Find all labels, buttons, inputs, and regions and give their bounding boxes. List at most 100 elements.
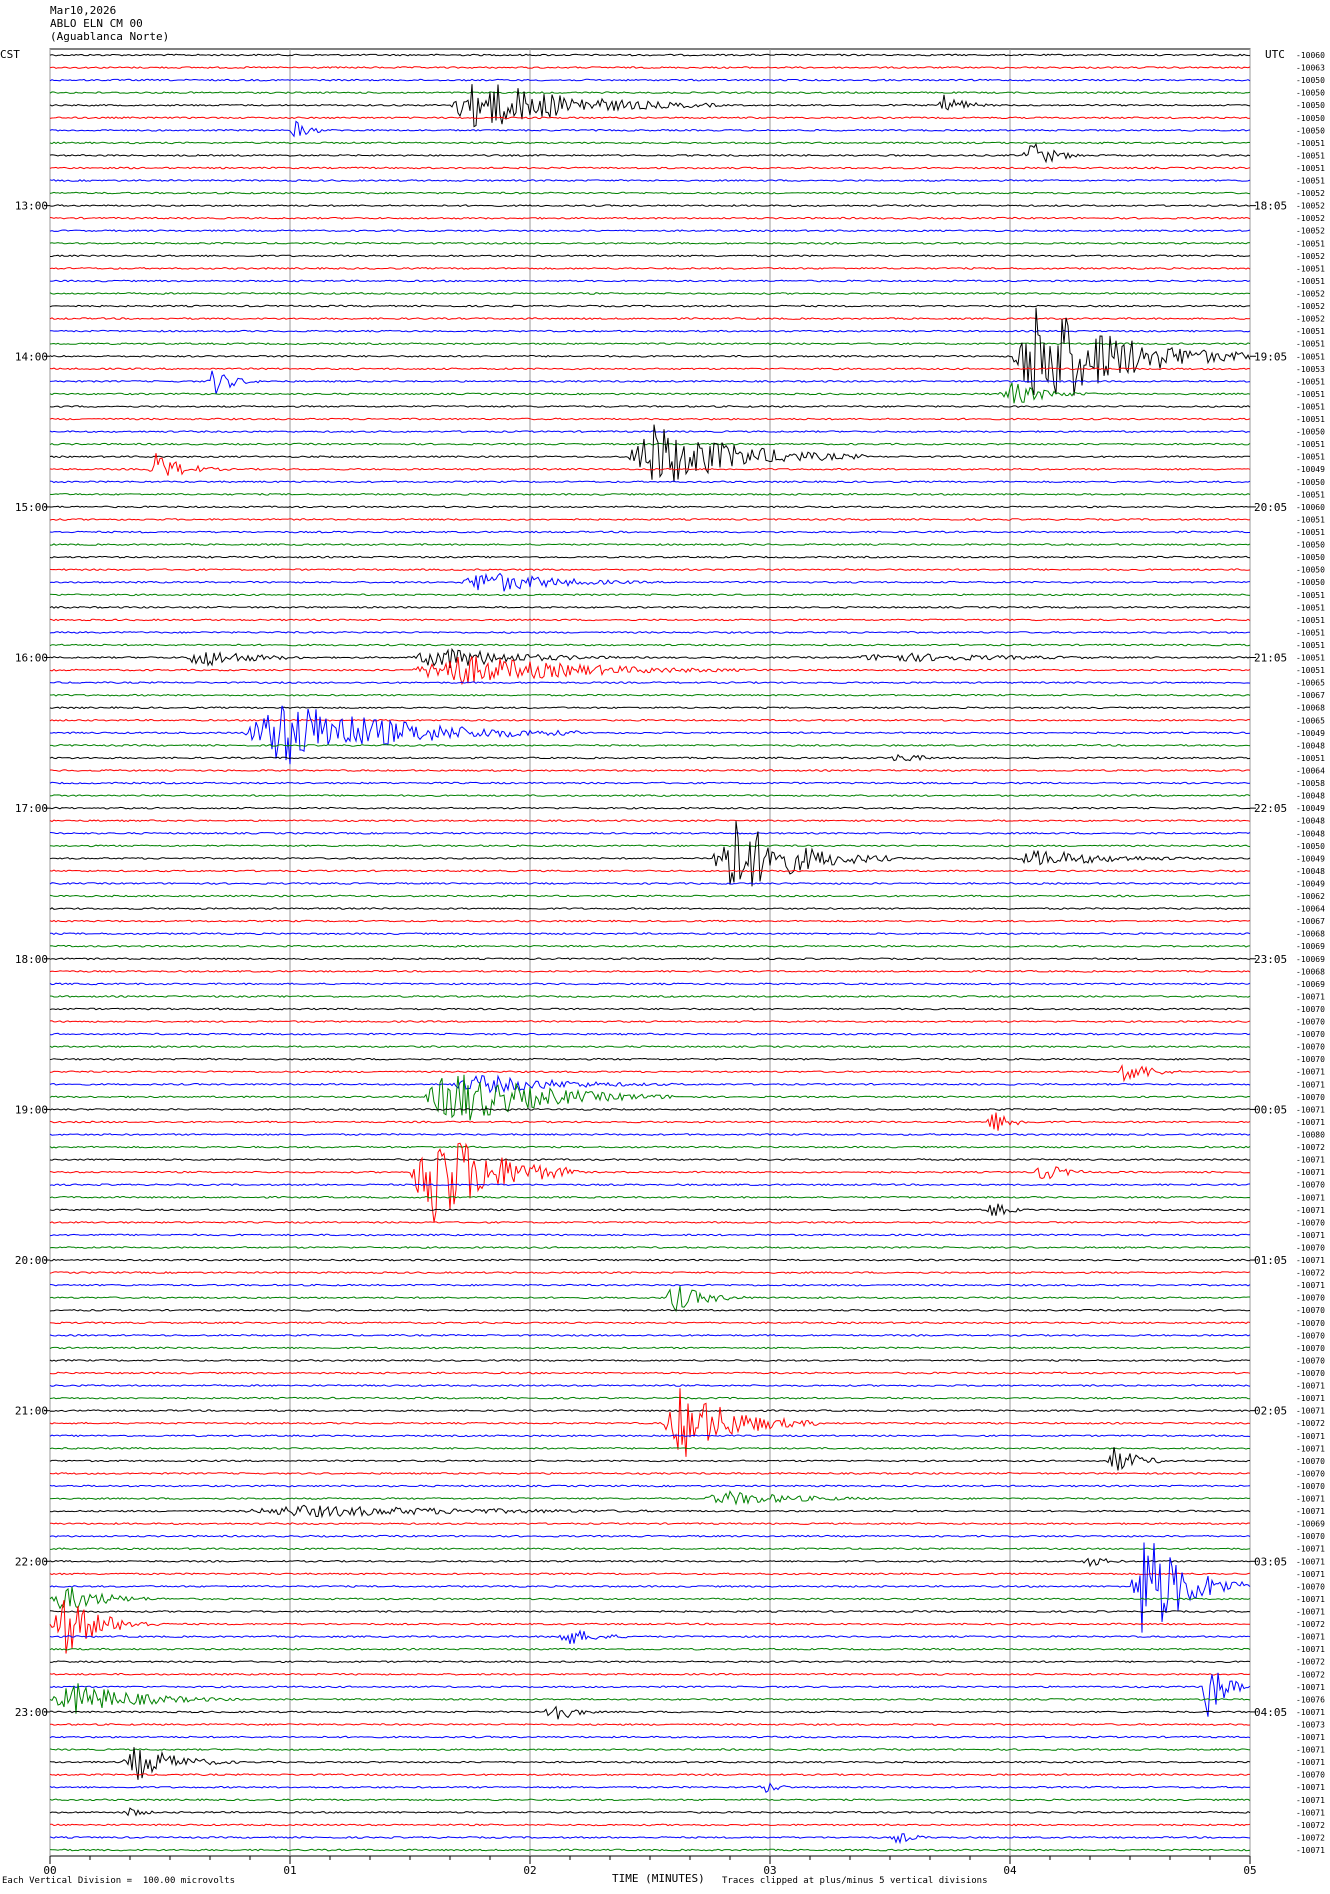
trace-line [49,216,1251,220]
trace-offset-label: -10070 [1296,1344,1325,1353]
trace-offset-label: -10050 [1296,126,1325,135]
trace-line [49,1133,1251,1136]
trace-line [49,1705,1251,1720]
clip-note: Traces clipped at plus/minus 5 vertical … [722,1876,988,1886]
trace-line [49,794,1251,798]
trace-offset-label: -10049 [1296,465,1325,474]
trace-line [49,1647,1251,1651]
trace-line [49,1490,1251,1506]
trace-line [49,1600,1250,1654]
trace-line [49,643,1251,647]
trace-offset-label: -10051 [1296,528,1325,537]
trace-line [49,1587,1251,1610]
trace-offset-label: -10065 [1296,716,1325,725]
utc-tick-label: 00:05 [1254,1103,1287,1116]
trace-offset-label: -10070 [1296,1005,1325,1014]
trace-line [49,821,1251,887]
trace-line [49,681,1251,684]
trace-offset-label: -10070 [1296,1181,1325,1190]
trace-offset-label: -10071 [1296,1105,1325,1114]
trace-offset-label: -10072 [1296,1833,1325,1842]
x-tick-label: 00 [43,1864,56,1877]
utc-tick-label: 02:05 [1254,1405,1287,1418]
trace-line [49,1007,1251,1011]
trace-offset-label: -10050 [1296,541,1325,550]
trace-offset-label: -10051 [1296,490,1325,499]
trace-offset-label: -10070 [1296,1043,1325,1052]
trace-offset-label: -10069 [1296,1520,1325,1529]
trace-offset-label: -10071 [1296,1683,1325,1692]
plot-frame [49,48,1251,1857]
trace-line [49,317,1251,321]
trace-offset-label: -10070 [1296,1771,1325,1780]
trace-offset-label: -10051 [1296,515,1325,524]
trace-offset-label: -10071 [1296,1733,1325,1742]
trace-offset-label: -10062 [1296,892,1325,901]
trace-offset-label: -10048 [1296,741,1325,750]
trace-offset-label: -10069 [1296,942,1325,951]
trace-line [49,229,1251,233]
trace-line [49,1108,1251,1111]
trace-offset-label: -10071 [1296,1432,1325,1441]
x-tick-label: 02 [523,1864,536,1877]
trace-line [49,530,1250,534]
trace-offset-label: -10071 [1296,1193,1325,1202]
trace-line [49,492,1251,496]
trace-line [49,1333,1251,1337]
trace-line [49,1112,1251,1131]
trace-offset-label: -10051 [1296,603,1325,612]
trace-line [49,480,1251,484]
trace-line [49,1145,1251,1149]
trace-offset-label: -10072 [1296,1419,1325,1428]
trace-line [49,1660,1251,1664]
trace-line [49,518,1251,521]
trace-offset-label: -10070 [1296,1482,1325,1491]
trace-line [49,1782,1251,1793]
trace-line [49,819,1251,823]
trace-offset-label: -10051 [1296,415,1325,424]
trace-line [49,66,1251,69]
trace-offset-label: -10051 [1296,666,1325,675]
trace-offset-label: -10051 [1296,340,1325,349]
trace-line [49,1203,1251,1216]
trace-offset-label: -10048 [1296,867,1325,876]
trace-line [50,769,1251,772]
trace-line [49,705,1251,765]
cst-tick-label: 14:00 [15,350,48,363]
trace-offset-label: -10072 [1296,1269,1325,1278]
trace-offset-label: -10071 [1296,1168,1325,1177]
trace-line [49,1271,1251,1274]
cst-label: CST [0,48,20,61]
trace-line [49,142,1251,164]
trace-offset-label: -10064 [1296,766,1325,775]
trace-line [49,1283,1251,1287]
trace-offset-label: -10069 [1296,955,1325,964]
trace-offset-label: -10071 [1296,1633,1325,1642]
trace-offset-label: -10071 [1296,1495,1325,1504]
trace-line [49,1396,1251,1400]
trace-line [49,430,1251,434]
trace-line [49,1045,1251,1049]
trace-offset-label: -10073 [1296,1720,1325,1729]
trace-line [50,693,1251,697]
trace-line [49,1807,1251,1817]
trace-offset-label: -10065 [1296,679,1325,688]
cst-tick-label: 13:00 [15,200,48,213]
trace-offset-label: -10049 [1296,879,1325,888]
trace-line [49,91,1251,95]
trace-line [50,329,1251,333]
trace-offset-label: -10071 [1296,1708,1325,1717]
x-tick-label: 04 [1003,1864,1017,1877]
station-code: ABLO ELN CM 00 [50,17,143,30]
trace-line [49,1233,1251,1237]
trace-line [49,1683,1251,1714]
cst-tick-label: 19:00 [15,1103,48,1116]
trace-line [49,191,1251,195]
trace-line [49,1522,1251,1526]
trace-offset-label: -10049 [1296,804,1325,813]
trace-offset-label: -10050 [1296,76,1325,85]
trace-offset-label: -10067 [1296,917,1325,926]
trace-line [49,869,1251,873]
trace-offset-label: -10051 [1296,641,1325,650]
trace-offset-label: -10067 [1296,691,1325,700]
